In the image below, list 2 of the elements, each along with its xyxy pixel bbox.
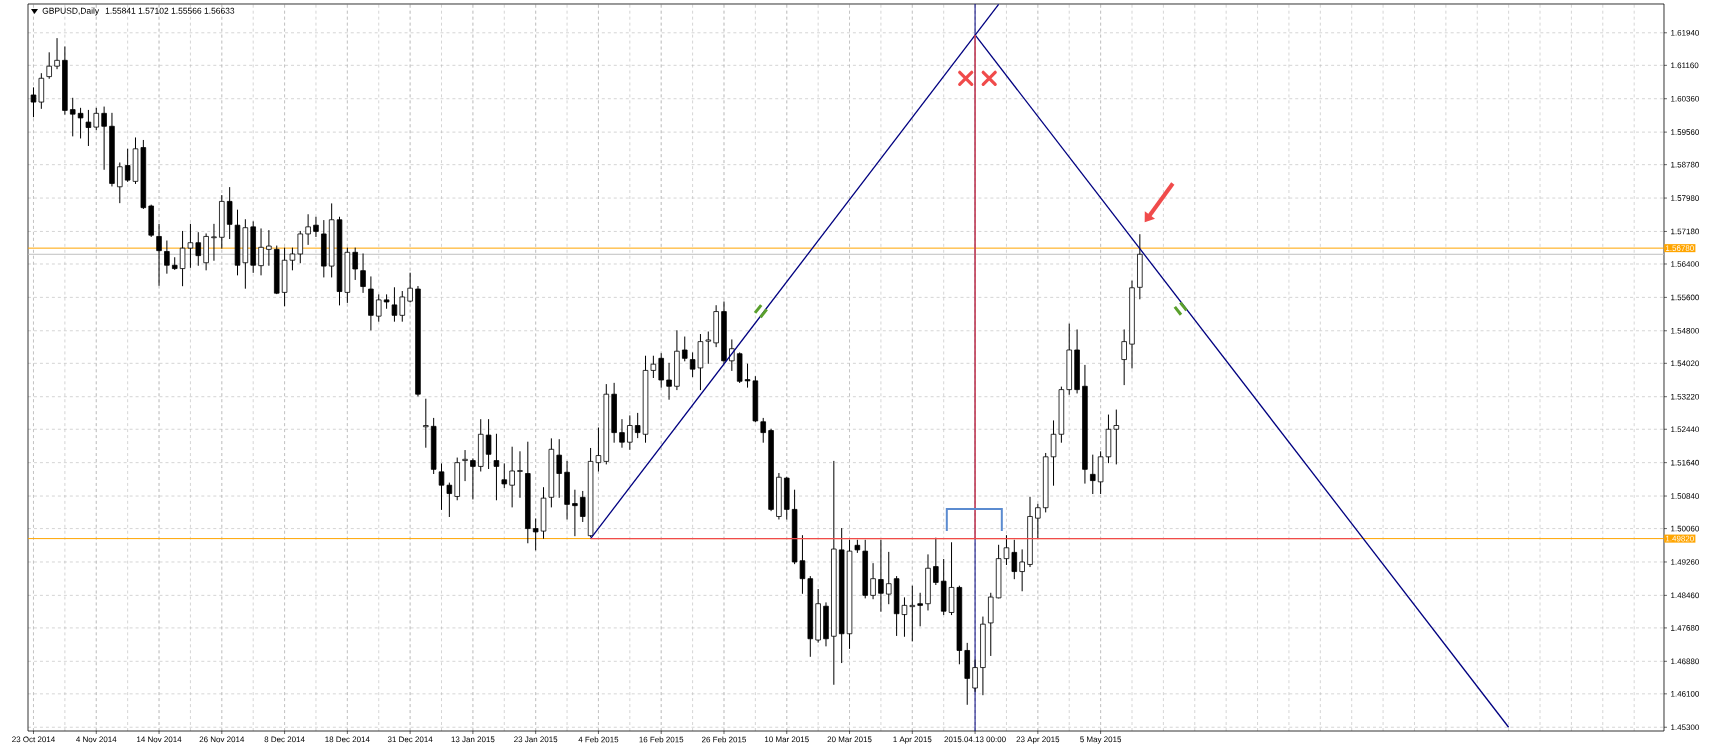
chart-title: GBPUSD,Daily (42, 7, 100, 16)
chart-subtitle: 1.55841 1.57102 1.55566 1.56633 (105, 7, 235, 14)
